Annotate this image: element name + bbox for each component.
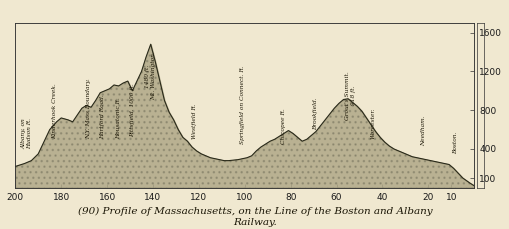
Text: Pittsfield. 1000 ft.: Pittsfield. 1000 ft.	[130, 84, 134, 137]
Text: Worcester.: Worcester.	[370, 108, 375, 139]
Text: 1480 ft.
Mt. Washington.: 1480 ft. Mt. Washington.	[145, 52, 156, 101]
Text: Springfield on Connect. R.: Springfield on Connect. R.	[240, 65, 244, 144]
Text: Brookfield.: Brookfield.	[313, 97, 318, 130]
Text: Westfield R.: Westfield R.	[191, 104, 196, 139]
Text: Kinderhook Creek.: Kinderhook Creek.	[52, 84, 56, 139]
Text: (90) Profile of Massachusetts, on the Line of the Boston and Albany
Railway.: (90) Profile of Massachusetts, on the Li…	[77, 207, 432, 227]
Text: Albany, on
Hudson R.: Albany, on Hudson R.	[21, 118, 32, 149]
Text: Housatonic R.: Housatonic R.	[116, 98, 121, 139]
Text: Hartford Road.: Hartford Road.	[100, 95, 105, 139]
Text: Needham.: Needham.	[420, 115, 426, 146]
Text: Chicopee R.: Chicopee R.	[281, 108, 286, 144]
Text: N.Y. Mass Boundary.: N.Y. Mass Boundary.	[86, 79, 91, 139]
Text: Grout's Summit.
918 ft.: Grout's Summit. 918 ft.	[344, 71, 355, 120]
Text: Boston.: Boston.	[453, 131, 458, 154]
